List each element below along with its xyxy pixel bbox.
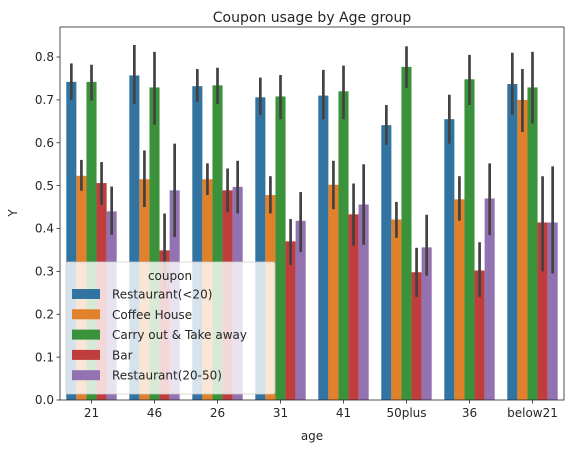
y-tick-label: 0.8 <box>35 50 54 64</box>
bar-Carry out & Take away-46 <box>149 87 160 400</box>
legend-swatch-Bar <box>72 349 100 360</box>
x-axis: 21 46 26 31 41 50plus 36 below21 <box>84 400 558 420</box>
x-tick-label: 50plus <box>386 406 426 420</box>
bar-Bar-below21 <box>537 222 548 400</box>
legend-swatch-Coffee House <box>72 309 100 320</box>
legend-label-Carry out & Take away: Carry out & Take away <box>112 328 247 342</box>
bar-Bar-50plus <box>411 272 422 400</box>
bar-Restaurant(20-50)-below21 <box>547 222 558 400</box>
bar-Carry out & Take away-26 <box>212 85 223 400</box>
bar-Carry out & Take away-41 <box>338 91 349 400</box>
legend-swatch-Carry out & Take away <box>72 329 100 340</box>
bar-Carry out & Take away-31 <box>275 96 286 401</box>
y-axis: 0.0 0.1 0.2 0.3 0.4 0.5 0.6 0.7 0.8 <box>35 50 60 407</box>
y-tick-label: 0.4 <box>35 222 54 236</box>
x-tick-label: 36 <box>462 406 477 420</box>
legend: coupon Restaurant(<20) Coffee House Carry … <box>65 261 276 395</box>
x-tick-label: 31 <box>273 406 288 420</box>
y-tick-label: 0.1 <box>35 350 54 364</box>
y-tick-label: 0.7 <box>35 93 54 107</box>
y-tick-label: 0.2 <box>35 307 54 321</box>
bar-Coffee House-below21 <box>517 99 528 400</box>
bar-Carry out & Take away-36 <box>464 79 475 400</box>
bar-Restaurant(<20)-50plus <box>381 125 392 401</box>
bar-Carry out & Take away-21 <box>86 81 97 400</box>
y-tick-label: 0.5 <box>35 179 54 193</box>
bar-Restaurant(<20)-21 <box>66 81 77 400</box>
x-axis-label: age <box>301 429 323 443</box>
x-tick-label: below21 <box>507 406 558 420</box>
legend-box <box>65 261 276 395</box>
bar-Restaurant(<20)-46 <box>129 75 140 400</box>
y-tick-label: 0.0 <box>35 393 54 407</box>
y-tick-label: 0.6 <box>35 136 54 150</box>
bar-Coffee House-50plus <box>391 219 402 400</box>
legend-title: coupon <box>148 269 192 283</box>
legend-items: Restaurant(<20) Coffee House Carry out & T… <box>72 288 247 383</box>
bar-Bar-41 <box>348 214 359 400</box>
bar-Restaurant(20-50)-50plus <box>421 247 432 400</box>
bar-Carry out & Take away-50plus <box>401 66 412 401</box>
bar-Restaurant(<20)-31 <box>255 97 266 400</box>
bar-Restaurant(<20)-36 <box>444 119 455 401</box>
y-tick-label: 0.3 <box>35 265 54 279</box>
bar-Carry out & Take away-below21 <box>527 87 538 400</box>
x-tick-label: 41 <box>336 406 351 420</box>
x-tick-label: 21 <box>84 406 99 420</box>
legend-label-Restaurant(20-50): Restaurant(20-50) <box>112 369 222 383</box>
y-axis-label: Y <box>6 209 20 218</box>
bar-Restaurant(<20)-26 <box>192 86 203 401</box>
bar-Bar-31 <box>285 241 296 400</box>
legend-label-Bar: Bar <box>112 348 133 362</box>
legend-label-Restaurant(<20): Restaurant(<20) <box>112 288 212 302</box>
bar-Restaurant(<20)-41 <box>318 95 329 400</box>
bar-Restaurant(<20)-below21 <box>507 84 518 401</box>
bar-Coffee House-36 <box>454 199 465 400</box>
plot-frame <box>59 26 565 401</box>
bar-Restaurant(20-50)-36 <box>484 198 495 400</box>
legend-swatch-Restaurant(<20) <box>72 289 100 299</box>
x-tick-label: 26 <box>210 406 225 420</box>
chart-title: Coupon usage by Age group <box>213 10 412 26</box>
legend-swatch-Restaurant(20-50) <box>72 370 100 381</box>
bar-Restaurant(20-50)-41 <box>358 204 369 400</box>
legend-label-Coffee House: Coffee House <box>112 308 192 322</box>
bar-Coffee House-41 <box>328 184 339 400</box>
bar-Bar-36 <box>474 270 485 400</box>
x-tick-label: 46 <box>147 406 162 420</box>
bar-Restaurant(20-50)-31 <box>295 220 306 400</box>
